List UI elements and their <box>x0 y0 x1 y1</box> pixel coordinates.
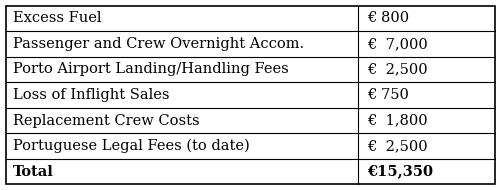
Text: Total: Total <box>13 165 54 179</box>
Text: €  7,000: € 7,000 <box>367 37 428 51</box>
Text: Replacement Crew Costs: Replacement Crew Costs <box>13 113 199 127</box>
Text: € 800: € 800 <box>367 11 409 25</box>
Text: €15,350: €15,350 <box>367 165 433 179</box>
Text: Excess Fuel: Excess Fuel <box>13 11 101 25</box>
Text: €  2,500: € 2,500 <box>367 139 428 153</box>
Text: Portuguese Legal Fees (to date): Portuguese Legal Fees (to date) <box>13 139 249 153</box>
Text: Loss of Inflight Sales: Loss of Inflight Sales <box>13 88 169 102</box>
Text: Porto Airport Landing/Handling Fees: Porto Airport Landing/Handling Fees <box>13 63 288 77</box>
Text: €  2,500: € 2,500 <box>367 63 428 77</box>
Text: € 750: € 750 <box>367 88 409 102</box>
Text: Passenger and Crew Overnight Accom.: Passenger and Crew Overnight Accom. <box>13 37 304 51</box>
Text: €  1,800: € 1,800 <box>367 113 428 127</box>
